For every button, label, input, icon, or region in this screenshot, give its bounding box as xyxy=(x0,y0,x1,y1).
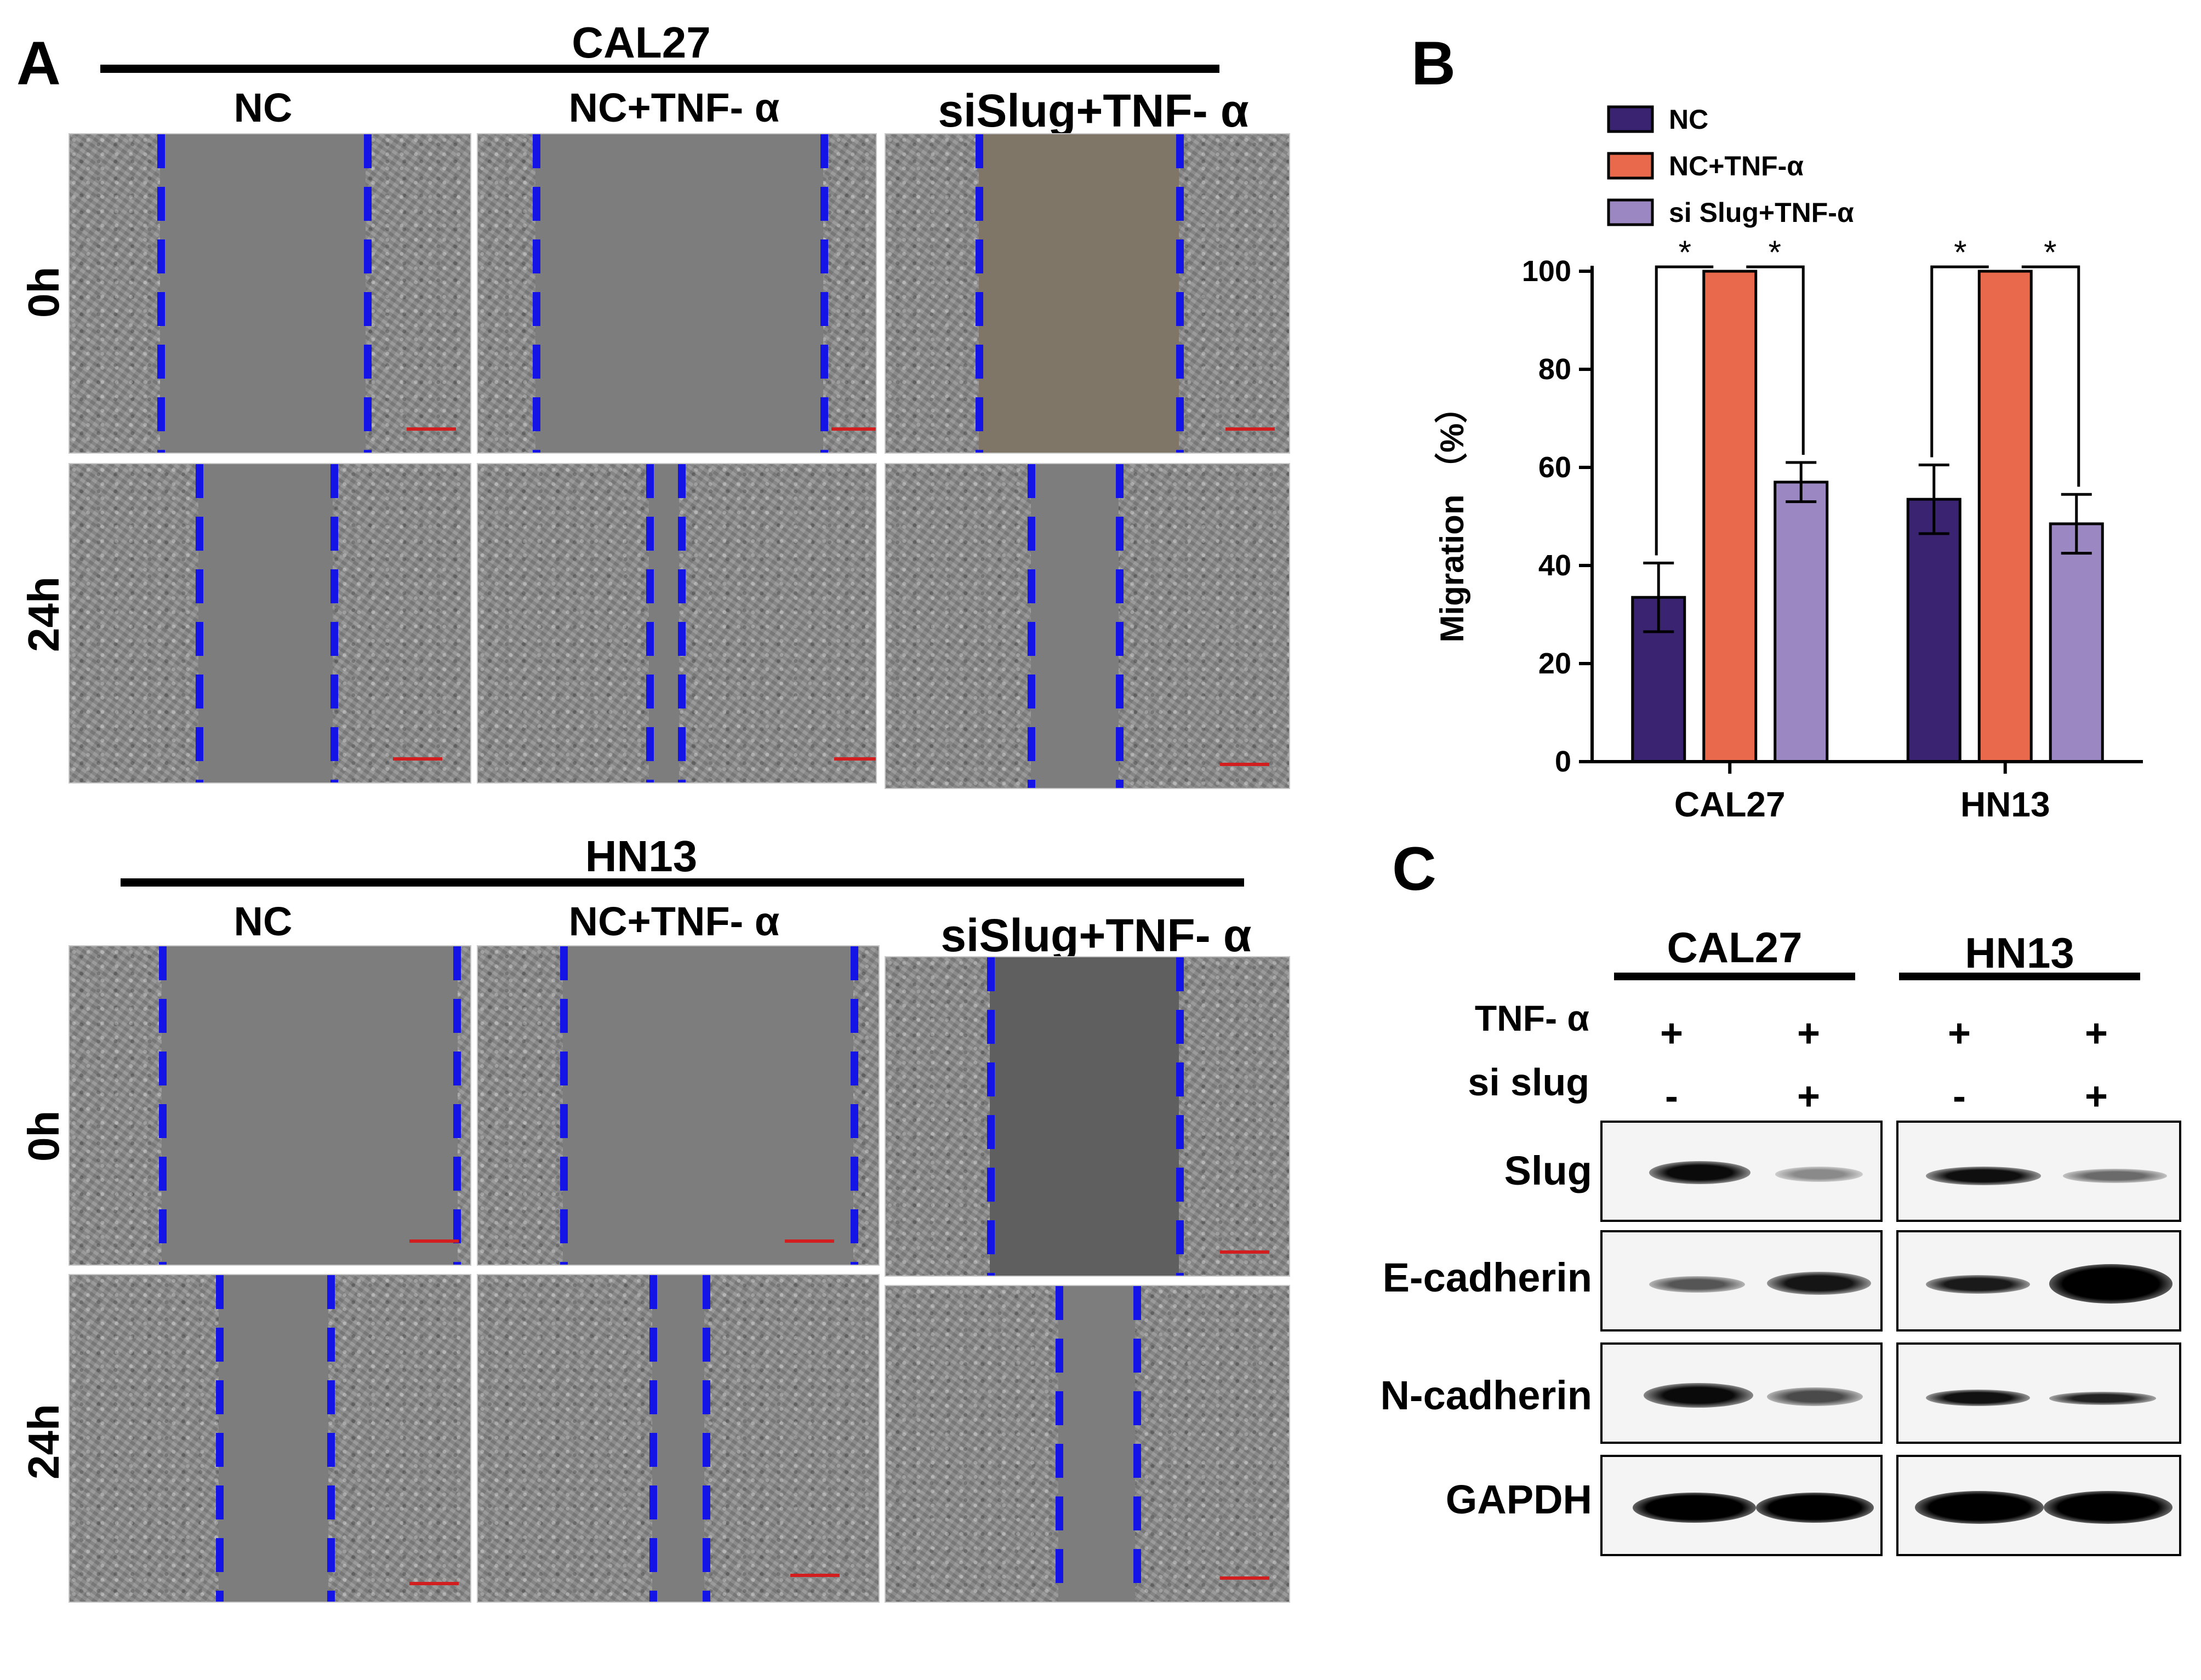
protein-label-n-cadherin: N-cadherin xyxy=(1380,1373,1592,1418)
cal27-col-nc: NC xyxy=(233,85,293,130)
hn13-row-24h: 24h xyxy=(19,1404,68,1479)
y-tick-label-2: 40 xyxy=(1538,549,1571,582)
hn13-col-sislug-tnf: siSlug+TNF- α xyxy=(940,910,1252,961)
legend-swatch-1 xyxy=(1607,152,1654,180)
blot-cal27-e-cadherin xyxy=(1600,1230,1883,1332)
blot-cal27-gapdh xyxy=(1600,1455,1883,1556)
significance-brackets: * * * * xyxy=(1655,234,2080,556)
y-axis: 0 20 40 60 80 100 Migration （%） xyxy=(1434,255,1594,778)
sig-star-1-0: * xyxy=(1954,234,1966,271)
x-tick-label-0: CAL27 xyxy=(1674,785,1786,824)
protein-label-slug: Slug xyxy=(1504,1148,1592,1193)
sig-bracket-1-0 xyxy=(1930,265,1989,458)
chart-legend: NC NC+TNF-α si Slug+TNF-α xyxy=(1607,104,1854,228)
blot-hn13-e-cadherin xyxy=(1896,1230,2181,1332)
slug-sign-3: - xyxy=(1953,1075,1966,1118)
legend-label-0: NC xyxy=(1669,104,1708,135)
sig-star-0-1: * xyxy=(1769,234,1781,271)
cal27-underline xyxy=(100,65,1219,73)
protein-label-e-cadherin: E-cadherin xyxy=(1382,1255,1592,1300)
y-tick-label-3: 60 xyxy=(1538,451,1571,484)
bars xyxy=(1631,270,2104,763)
sig-star-0-0: * xyxy=(1679,234,1691,271)
cal27-col-sislug-tnf: siSlug+TNF- α xyxy=(938,85,1249,136)
tnf-sign-2: + xyxy=(1797,1012,1821,1055)
bar-1-0 xyxy=(1906,498,1961,763)
slug-sign-2: + xyxy=(1797,1075,1821,1118)
cal27-row-24h: 24h xyxy=(19,576,68,652)
y-axis-label: Migration （%） xyxy=(1434,391,1470,643)
blot-group-hn13: HN13 xyxy=(1965,929,2074,977)
x-axis: CAL27 HN13 xyxy=(1592,760,2143,824)
micrograph-hn13-sislug-24h xyxy=(885,1285,1290,1603)
panel-b-letter: B xyxy=(1411,29,1456,98)
blot-cal27-n-cadherin xyxy=(1600,1342,1883,1444)
migration-bar-chart: NC NC+TNF-α si Slug+TNF-α 0 20 40 60 80 100 Migr… xyxy=(1434,104,2143,824)
cal27-title: CAL27 xyxy=(572,18,711,67)
legend-swatch-0 xyxy=(1607,105,1654,133)
micrograph-cal27-nctnf-0h xyxy=(477,133,877,454)
blot-hn13-slug xyxy=(1896,1121,2181,1222)
blot-cal27-slug xyxy=(1600,1121,1883,1222)
hn13-col-nc-tnf: NC+TNF- α xyxy=(568,899,780,944)
sig-star-1-1: * xyxy=(2044,234,2056,271)
bar-1-2 xyxy=(2049,522,2104,763)
bar-1-1 xyxy=(1977,270,2033,763)
micrograph-cal27-nc-24h xyxy=(69,463,471,784)
treatment-label-tnf: TNF- α xyxy=(1474,998,1589,1038)
bar-0-1 xyxy=(1702,270,1758,763)
sig-bracket-1-1 xyxy=(2021,265,2080,487)
hn13-row-0h: 0h xyxy=(19,1110,68,1162)
micrograph-hn13-nctnf-0h xyxy=(477,945,880,1266)
bar-0-2 xyxy=(1774,481,1829,763)
slug-sign-4: + xyxy=(2084,1075,2108,1118)
legend-label-2: si Slug+TNF-α xyxy=(1669,197,1854,228)
blot-group-hn13-line xyxy=(1899,973,2140,980)
hn13-underline xyxy=(121,878,1244,887)
cal27-row-0h: 0h xyxy=(19,266,68,318)
blot-group-cal27-line xyxy=(1614,973,1855,980)
cal27-col-nc-tnf: NC+TNF- α xyxy=(568,85,780,130)
blot-hn13-n-cadherin xyxy=(1896,1342,2181,1444)
panel-c-letter: C xyxy=(1392,835,1436,903)
micrograph-cal27-sislug-24h xyxy=(885,463,1290,789)
slug-sign-1: - xyxy=(1665,1075,1678,1118)
y-tick-label-1: 20 xyxy=(1538,647,1571,680)
hn13-title: HN13 xyxy=(585,832,698,881)
micrograph-cal27-sislug-0h xyxy=(885,133,1290,454)
tnf-sign-4: + xyxy=(2084,1012,2108,1055)
y-tick-label-4: 80 xyxy=(1538,353,1571,386)
sig-bracket-0-0 xyxy=(1655,265,1714,556)
micrograph-cal27-nc-0h xyxy=(69,133,471,454)
micrograph-hn13-sislug-0h xyxy=(885,956,1290,1277)
micrograph-cal27-nctnf-24h xyxy=(477,463,877,784)
protein-label-gapdh: GAPDH xyxy=(1445,1477,1592,1522)
treatment-label-si-slug: si slug xyxy=(1468,1061,1589,1104)
legend-label-1: NC+TNF-α xyxy=(1669,151,1804,181)
y-tick-label-0: 0 xyxy=(1555,745,1571,778)
x-tick-label-1: HN13 xyxy=(1960,785,2050,824)
micrograph-hn13-nc-24h xyxy=(69,1274,471,1603)
micrograph-hn13-nctnf-24h xyxy=(477,1274,880,1603)
tnf-sign-1: + xyxy=(1660,1012,1684,1055)
y-tick-label-5: 100 xyxy=(1522,255,1571,288)
tnf-sign-3: + xyxy=(1947,1012,1971,1055)
panel-a-letter: A xyxy=(16,29,61,98)
hn13-col-nc: NC xyxy=(233,899,293,944)
sig-bracket-0-1 xyxy=(1746,265,1805,455)
micrograph-hn13-nc-0h xyxy=(69,945,471,1266)
blot-hn13-gapdh xyxy=(1896,1455,2181,1556)
blot-group-cal27: CAL27 xyxy=(1667,923,1803,972)
legend-swatch-2 xyxy=(1607,198,1654,226)
